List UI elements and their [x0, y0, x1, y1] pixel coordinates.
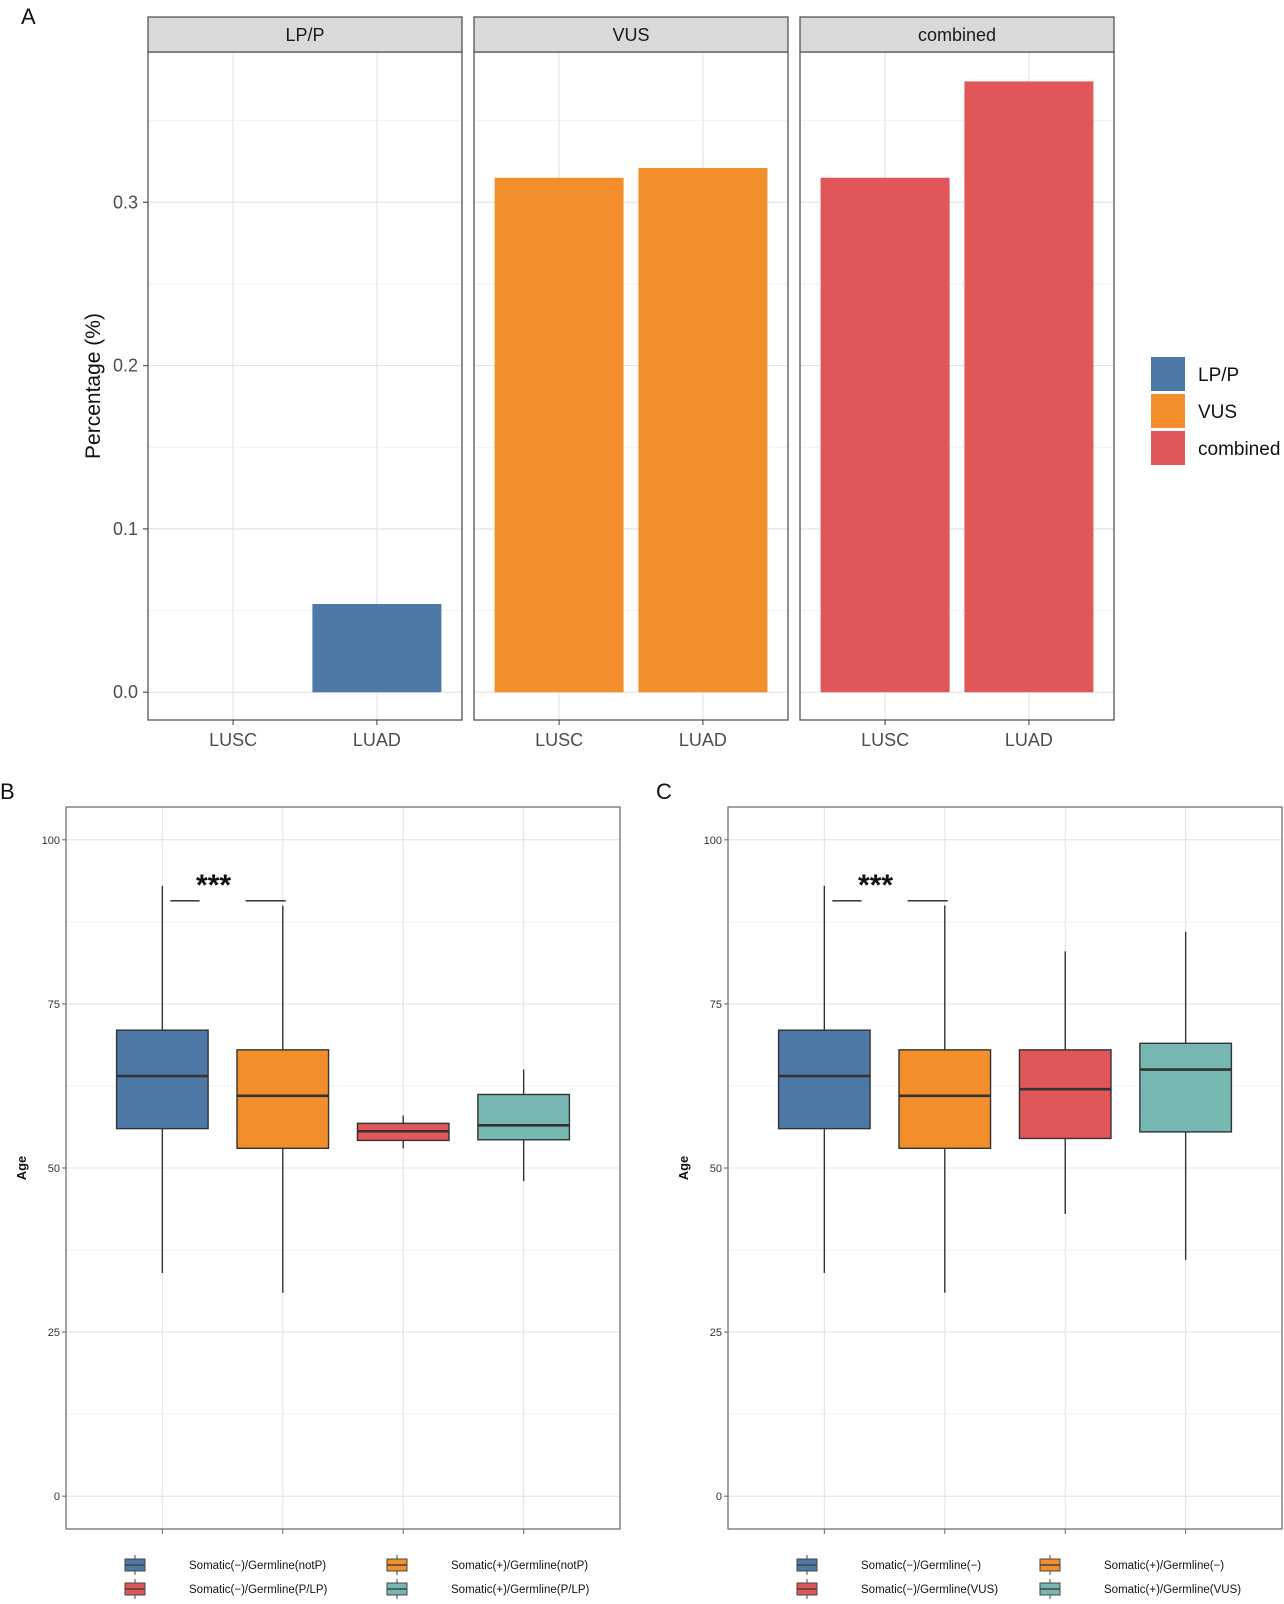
x-tick-label: LUSC	[535, 730, 583, 750]
facet-strip	[147, 16, 463, 53]
legend-c: Somatic(−)/Germline(−) Somatic(−)/Germlin…	[796, 1555, 1241, 1599]
y-tick-label: 50	[710, 1163, 722, 1175]
box-body	[115, 1029, 209, 1130]
box-2	[236, 905, 330, 1293]
y-axis-title: Age	[676, 1156, 691, 1181]
y-tick-label: 100	[42, 835, 60, 847]
box-body	[777, 1029, 871, 1130]
y-tick-label: 0.0	[113, 682, 138, 702]
panel-a: A LP/P LUSC LUAD VUS LUSC LUAD combined LUSC LUAD…	[21, 4, 1280, 750]
panel-b: B *** 0 25 50 75 100 Age Somatic(−)/Germline(not…	[0, 779, 621, 1599]
legend-item: Somatic(+)/Germline(notP)	[386, 1555, 588, 1575]
significance-stars: ***	[858, 869, 893, 902]
legend-label: Somatic(−)/Germline(P/LP)	[189, 1584, 328, 1596]
box-1	[115, 885, 209, 1274]
box-body	[477, 1093, 571, 1141]
box-body	[1139, 1042, 1233, 1133]
x-tick-label: LUSC	[209, 730, 257, 750]
legend-item: Somatic(−)/Germline(notP)	[124, 1555, 326, 1575]
bar-vus-lusc	[494, 177, 624, 693]
facet-combined: combined LUSC LUAD	[799, 16, 1115, 750]
box-1	[777, 885, 871, 1274]
legend-item: Somatic(−)/Germline(P/LP)	[124, 1579, 328, 1599]
y-tick-label: 100	[704, 835, 722, 847]
legend-key-lp-p	[1151, 357, 1185, 391]
bar-vus-luad	[638, 167, 768, 693]
panel-label-a: A	[21, 4, 36, 29]
x-tick-label: LUSC	[861, 730, 909, 750]
legend-key-vus	[1151, 394, 1185, 428]
box-4	[477, 1069, 571, 1182]
facet-vus: VUS LUSC LUAD	[473, 16, 789, 750]
panel-label-b: B	[0, 779, 15, 804]
box-3	[356, 1115, 450, 1149]
facet-strip	[473, 16, 789, 53]
y-tick-label: 0.3	[113, 192, 138, 212]
box-3	[1018, 951, 1112, 1214]
significance-stars: ***	[196, 869, 231, 902]
y-tick-label: 75	[48, 999, 60, 1011]
facet-strip-label: combined	[918, 25, 996, 45]
legend-key-combined	[1151, 431, 1185, 465]
y-axis-title: Percentage (%)	[82, 313, 105, 459]
bar-combined-luad	[964, 81, 1094, 693]
panel-c: C***0255075100AgeSomatic(−)/Germline(−)S…	[656, 779, 1283, 1599]
legend-label: Somatic(−)/Germline(−)	[861, 1560, 981, 1572]
legend-item: Somatic(−)/Germline(−)	[796, 1555, 981, 1575]
y-tick-label: 0	[716, 1491, 722, 1503]
box-body	[1018, 1049, 1112, 1140]
legend-label: VUS	[1198, 402, 1237, 423]
y-tick-label: 0.1	[113, 519, 138, 539]
legend-b: Somatic(−)/Germline(notP) Somatic(−)/Germ…	[124, 1555, 590, 1599]
y-tick-label: 25	[48, 1327, 60, 1339]
y-axis-title: Age	[14, 1156, 29, 1181]
panel-label-c: C	[656, 779, 672, 804]
legend-label: Somatic(+)/Germline(−)	[1104, 1560, 1224, 1572]
legend-label: Somatic(−)/Germline(notP)	[189, 1560, 326, 1572]
legend-a: LP/P VUS combined	[1151, 357, 1280, 465]
legend-label: Somatic(−)/Germline(VUS)	[861, 1584, 998, 1596]
x-tick-label: LUAD	[353, 730, 401, 750]
y-tick-label: 0.2	[113, 356, 138, 376]
box-2	[898, 905, 992, 1293]
x-tick-label: LUAD	[1005, 730, 1053, 750]
y-tick-label: 50	[48, 1163, 60, 1175]
x-tick-label: LUAD	[679, 730, 727, 750]
legend-item: Somatic(−)/Germline(VUS)	[796, 1579, 998, 1599]
box-body	[236, 1049, 330, 1150]
legend-label: combined	[1198, 439, 1280, 460]
legend-item: Somatic(+)/Germline(VUS)	[1039, 1579, 1241, 1599]
y-tick-label: 75	[710, 999, 722, 1011]
legend-label: Somatic(+)/Germline(notP)	[451, 1560, 588, 1572]
y-tick-label: 25	[710, 1327, 722, 1339]
facet-lp-p: LP/P LUSC LUAD	[147, 16, 463, 750]
facet-strip-label: VUS	[612, 25, 649, 45]
legend-label: LP/P	[1198, 365, 1239, 386]
box-4	[1139, 931, 1233, 1260]
legend-label: Somatic(+)/Germline(VUS)	[1104, 1584, 1241, 1596]
facet-strip-label: LP/P	[285, 25, 324, 45]
facet-strip	[799, 16, 1115, 53]
box-body	[898, 1049, 992, 1150]
legend-item: Somatic(+)/Germline(P/LP)	[386, 1579, 590, 1599]
bar-lp-p-luad	[312, 604, 442, 693]
y-tick-label: 0	[54, 1491, 60, 1503]
bar-combined-lusc	[820, 177, 950, 693]
legend-label: Somatic(+)/Germline(P/LP)	[451, 1584, 590, 1596]
legend-item: Somatic(+)/Germline(−)	[1039, 1555, 1224, 1575]
